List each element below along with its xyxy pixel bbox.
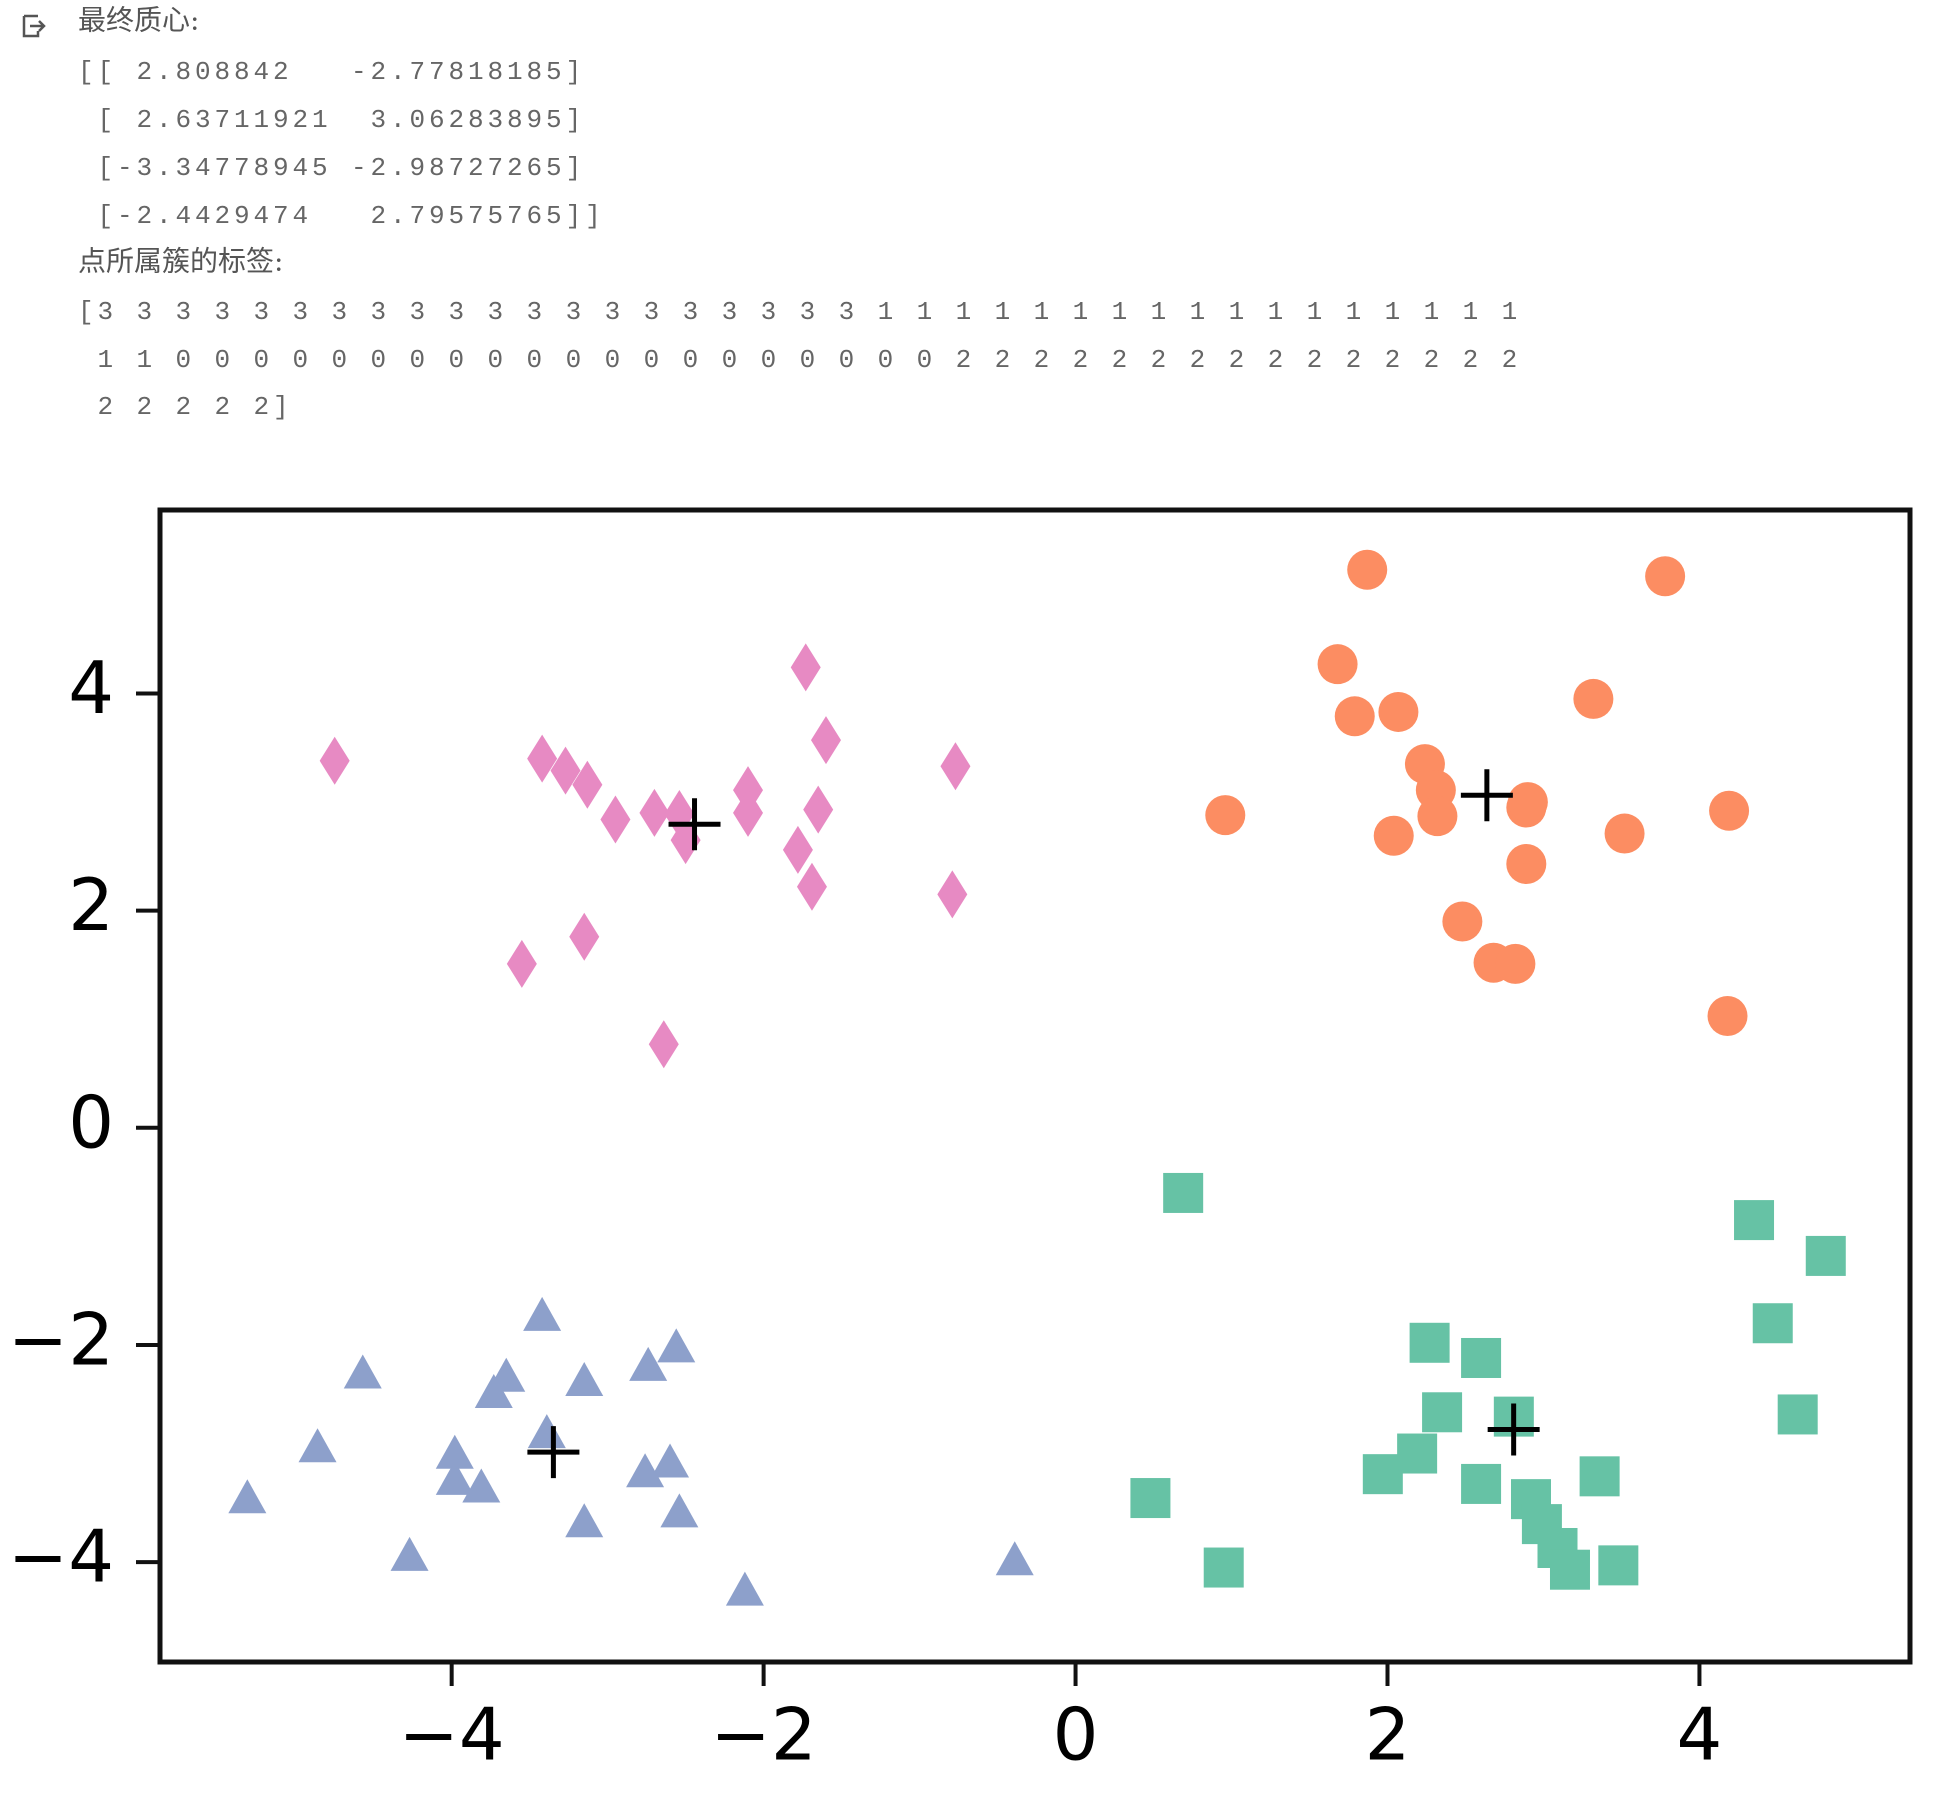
- scatter-point: [435, 1434, 474, 1469]
- output-line: [3 3 3 3 3 3 3 3 3 3 3 3 3 3 3 3 3 3 3 3…: [78, 297, 1521, 327]
- scatter-point: [651, 1443, 690, 1478]
- scatter-point: [1205, 795, 1246, 836]
- scatter-point: [1362, 1454, 1403, 1495]
- scatter-point: [1549, 1549, 1590, 1590]
- centroid-marker: [1487, 1403, 1540, 1456]
- x-tick-label: 2: [1365, 1693, 1411, 1777]
- scatter-point: [1805, 1235, 1846, 1276]
- scatter-point: [626, 1453, 665, 1488]
- scatter-point: [228, 1479, 267, 1514]
- scatter-point: [550, 746, 581, 795]
- scatter-point: [1461, 1337, 1502, 1378]
- scatter-point: [1378, 691, 1419, 732]
- scatter-point: [660, 1493, 699, 1528]
- scatter-point: [629, 1346, 668, 1381]
- scatter-point: [506, 939, 537, 988]
- scatter-point: [1604, 813, 1645, 854]
- scatter-point: [657, 1328, 696, 1363]
- y-tick-label: −2: [8, 1297, 114, 1381]
- scatter-point: [1734, 1200, 1775, 1241]
- scatter-point: [435, 1460, 474, 1495]
- scatter-point: [790, 643, 821, 692]
- scatter-point: [569, 912, 600, 961]
- scatter-point: [343, 1354, 382, 1389]
- scatter-point: [462, 1468, 501, 1503]
- scatter-point: [803, 785, 834, 834]
- centroid-heading: 最终质心:: [78, 4, 199, 37]
- x-tick-label: −4: [399, 1693, 505, 1777]
- centroid-marker: [668, 798, 721, 851]
- output-icon: [22, 14, 46, 38]
- scatter-point: [1777, 1394, 1818, 1435]
- scatter-point: [1645, 556, 1686, 597]
- scatter-point: [1579, 1456, 1620, 1497]
- scatter-point: [733, 788, 764, 837]
- y-tick-label: 2: [68, 863, 114, 947]
- scatter-point: [937, 870, 968, 919]
- scatter-point: [639, 788, 670, 837]
- scatter-point: [1203, 1547, 1244, 1588]
- scatter-point: [1317, 644, 1358, 685]
- scatter-point: [648, 1020, 679, 1069]
- scatter-point: [1573, 678, 1614, 719]
- y-tick-label: 4: [68, 646, 114, 730]
- scatter-point: [1495, 943, 1536, 984]
- scatter-point: [565, 1503, 604, 1538]
- scatter-point: [1130, 1478, 1171, 1519]
- scatter-point: [1598, 1545, 1639, 1586]
- scatter-point: [810, 716, 841, 765]
- y-tick-label: −4: [8, 1515, 114, 1599]
- output-line: [-3.34778945 -2.98727265]: [78, 153, 585, 183]
- output-line: 2 2 2 2 2]: [78, 392, 293, 422]
- plot-frame: [157, 507, 1913, 1665]
- output-line: [[ 2.808842 -2.77818185]: [78, 57, 585, 87]
- scatter-point: [796, 862, 827, 911]
- output-line: [-2.4429474 2.79575765]]: [78, 201, 605, 231]
- scatter-point: [1752, 1303, 1793, 1344]
- scatter-point: [1461, 1463, 1502, 1504]
- scatter-point: [1409, 1322, 1450, 1363]
- scatter-point: [1163, 1172, 1204, 1213]
- scatter-point: [474, 1373, 513, 1408]
- scatter-point: [527, 734, 558, 783]
- scatter-point: [572, 760, 603, 809]
- y-tick-label: 0: [68, 1080, 114, 1164]
- scatter-point: [298, 1428, 337, 1463]
- scatter-point: [1417, 796, 1458, 837]
- scatter-point: [319, 736, 350, 785]
- scatter-point: [565, 1362, 604, 1397]
- scatter-point: [600, 795, 631, 844]
- scatter-point: [523, 1296, 562, 1331]
- scatter-point: [1506, 843, 1547, 884]
- scatter-point: [1397, 1433, 1438, 1474]
- scatter-point: [1373, 815, 1414, 856]
- scatter-point: [1422, 1392, 1463, 1433]
- x-tick-label: 0: [1053, 1693, 1099, 1777]
- scatter-point: [1709, 790, 1750, 831]
- scatter-point: [390, 1536, 429, 1571]
- x-tick-label: 4: [1677, 1693, 1723, 1777]
- scatter-point: [725, 1571, 764, 1606]
- scatter-point: [1507, 782, 1548, 823]
- scatter-point: [940, 742, 971, 791]
- centroid-marker: [527, 1426, 580, 1479]
- x-tick-label: −2: [711, 1693, 817, 1777]
- scatter-point: [1442, 901, 1483, 942]
- centroid-marker: [1460, 769, 1513, 822]
- scatter-point: [1707, 995, 1748, 1036]
- scatter-point: [782, 825, 813, 874]
- output-line: 1 1 0 0 0 0 0 0 0 0 0 0 0 0 0 0 0 0 0 0 …: [78, 345, 1521, 375]
- scatter-point: [527, 1414, 566, 1449]
- output-line: [ 2.63711921 3.06283895]: [78, 105, 585, 135]
- scatter-point: [995, 1541, 1034, 1576]
- scatter-point: [1347, 549, 1388, 590]
- plot-area: −4 −2 0 2 4 −4 −2 0 2 4: [8, 507, 1913, 1777]
- label-heading: 点所属簇的标签:: [78, 245, 283, 278]
- scatter-point: [1334, 696, 1375, 737]
